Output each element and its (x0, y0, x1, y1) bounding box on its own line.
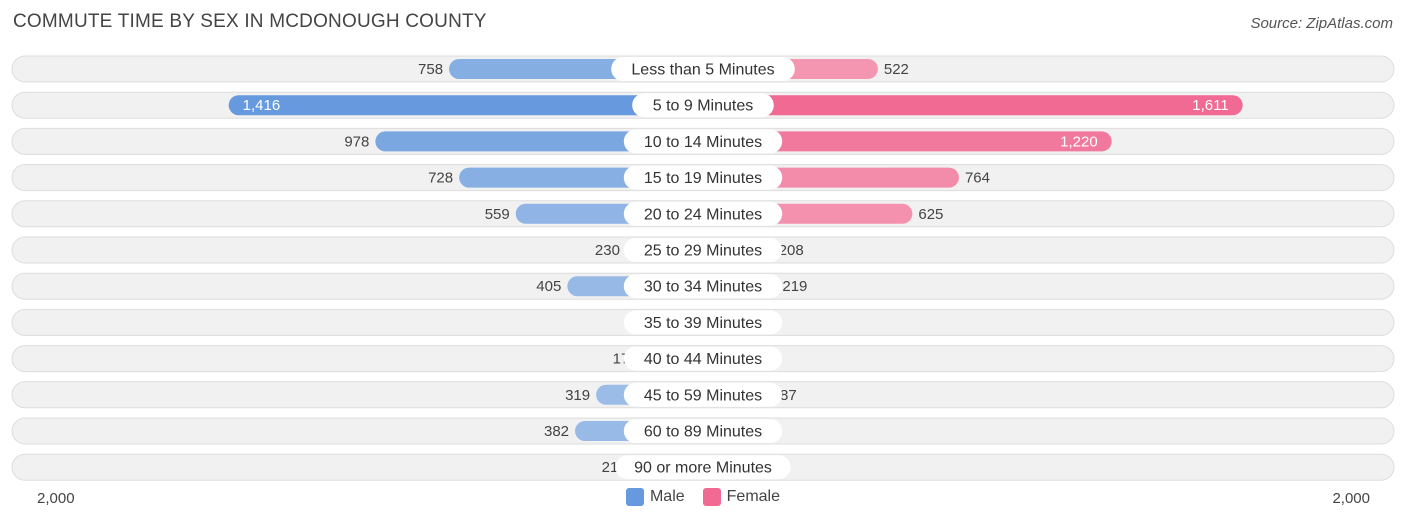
category-label: 45 to 59 Minutes (644, 387, 762, 404)
category-pill (623, 419, 783, 443)
category-pill (623, 310, 783, 335)
category-label: 30 to 34 Minutes (644, 279, 762, 296)
category-label: 15 to 19 Minutes (644, 170, 762, 187)
female-bar (703, 131, 1112, 152)
category-pill (632, 93, 774, 118)
category-label: 60 to 89 Minutes (644, 424, 762, 441)
source-credit: Source: ZipAtlas.com (1250, 15, 1393, 32)
category-label: Less than 5 Minutes (631, 62, 774, 79)
category-pill (615, 455, 791, 480)
category-label: 20 to 24 Minutes (644, 206, 762, 223)
category-label: 90 or more Minutes (634, 460, 772, 477)
legend-swatch-male (625, 488, 644, 506)
axis-left-label: 2,000 (37, 490, 75, 507)
male-value-label: 230 (595, 242, 620, 259)
category-label: 25 to 29 Minutes (644, 243, 762, 260)
chart-canvas: 758 522 Less than 5 Minutes 1,416 1,611 5 to … (11, 55, 1395, 481)
female-value-label: 1,220 (1060, 133, 1098, 150)
category-label: 35 to 39 Minutes (644, 315, 762, 332)
legend-label-female: Female (726, 488, 781, 505)
male-value-label: 559 (485, 206, 510, 223)
category-pill (623, 274, 783, 299)
male-value-label: 728 (428, 170, 453, 187)
category-pill (623, 129, 783, 154)
male-value-label: 978 (344, 133, 369, 150)
category-label: 40 to 44 Minutes (644, 351, 762, 368)
male-bar (228, 95, 703, 116)
male-value-label: 382 (544, 423, 569, 440)
legend-label-male: Male (649, 488, 685, 505)
category-label: 10 to 14 Minutes (644, 134, 762, 151)
female-value-label: 219 (782, 278, 807, 295)
axis-right-label: 2,000 (1332, 490, 1370, 507)
category-pill (623, 165, 783, 190)
male-value-label: 319 (565, 387, 590, 404)
female-bar (703, 95, 1243, 116)
male-value-label: 1,416 (243, 97, 281, 114)
chart-title: COMMUTE TIME BY SEX IN MCDONOUGH COUNTY (13, 11, 487, 32)
legend: Male Female (0, 488, 1406, 506)
category-pill (623, 201, 783, 226)
legend-item-female: Female (702, 488, 781, 506)
female-value-label: 625 (918, 206, 943, 223)
female-value-label: 522 (884, 61, 909, 78)
male-bar (375, 131, 703, 152)
category-pill (623, 382, 783, 407)
female-value-label: 1,611 (1192, 97, 1228, 114)
category-pill (611, 57, 795, 81)
female-value-label: 208 (779, 242, 804, 259)
legend-item-male: Male (625, 488, 685, 506)
female-value-label: 764 (965, 170, 990, 187)
legend-swatch-female (702, 488, 721, 506)
category-label: 5 to 9 Minutes (653, 98, 754, 115)
male-value-label: 758 (418, 61, 443, 78)
category-pill (623, 346, 783, 371)
category-pill (623, 238, 783, 262)
male-value-label: 405 (536, 278, 561, 295)
